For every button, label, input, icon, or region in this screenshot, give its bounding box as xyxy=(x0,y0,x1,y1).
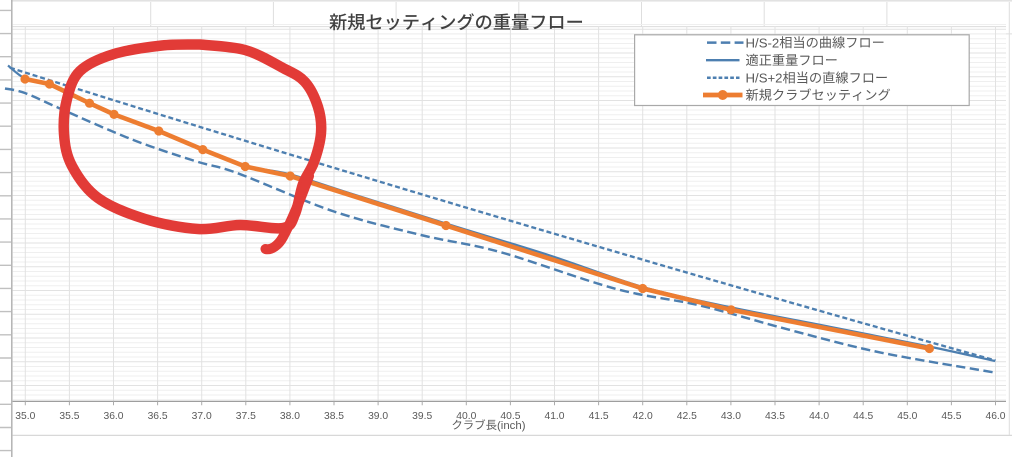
svg-text:40.5: 40.5 xyxy=(500,411,520,422)
svg-text:39.0: 39.0 xyxy=(368,411,388,422)
svg-text:39.5: 39.5 xyxy=(412,411,432,422)
svg-text:44.5: 44.5 xyxy=(853,411,873,422)
svg-text:(inch): (inch) xyxy=(497,420,526,432)
svg-text:38.0: 38.0 xyxy=(280,411,300,422)
svg-text:36.5: 36.5 xyxy=(148,411,168,422)
svg-text:H/S-2: H/S-2 xyxy=(746,35,780,50)
svg-text:35.5: 35.5 xyxy=(59,411,79,422)
svg-text:43.0: 43.0 xyxy=(721,411,741,422)
svg-text:42.0: 42.0 xyxy=(633,411,653,422)
svg-text:38.5: 38.5 xyxy=(324,411,344,422)
svg-text:42.5: 42.5 xyxy=(677,411,697,422)
svg-text:H/S+2: H/S+2 xyxy=(746,71,783,86)
svg-text:41.5: 41.5 xyxy=(589,411,609,422)
svg-text:35.0: 35.0 xyxy=(15,411,35,422)
svg-text:36.0: 36.0 xyxy=(103,411,123,422)
svg-text:37.0: 37.0 xyxy=(192,411,212,422)
svg-text:37.5: 37.5 xyxy=(236,411,256,422)
svg-text:44.0: 44.0 xyxy=(809,411,829,422)
svg-text:46.0: 46.0 xyxy=(985,411,1005,422)
svg-text:45.0: 45.0 xyxy=(897,411,917,422)
svg-text:45.5: 45.5 xyxy=(941,411,961,422)
svg-text:43.5: 43.5 xyxy=(765,411,785,422)
svg-text:41.0: 41.0 xyxy=(544,411,564,422)
svg-text:40.0: 40.0 xyxy=(456,411,476,422)
